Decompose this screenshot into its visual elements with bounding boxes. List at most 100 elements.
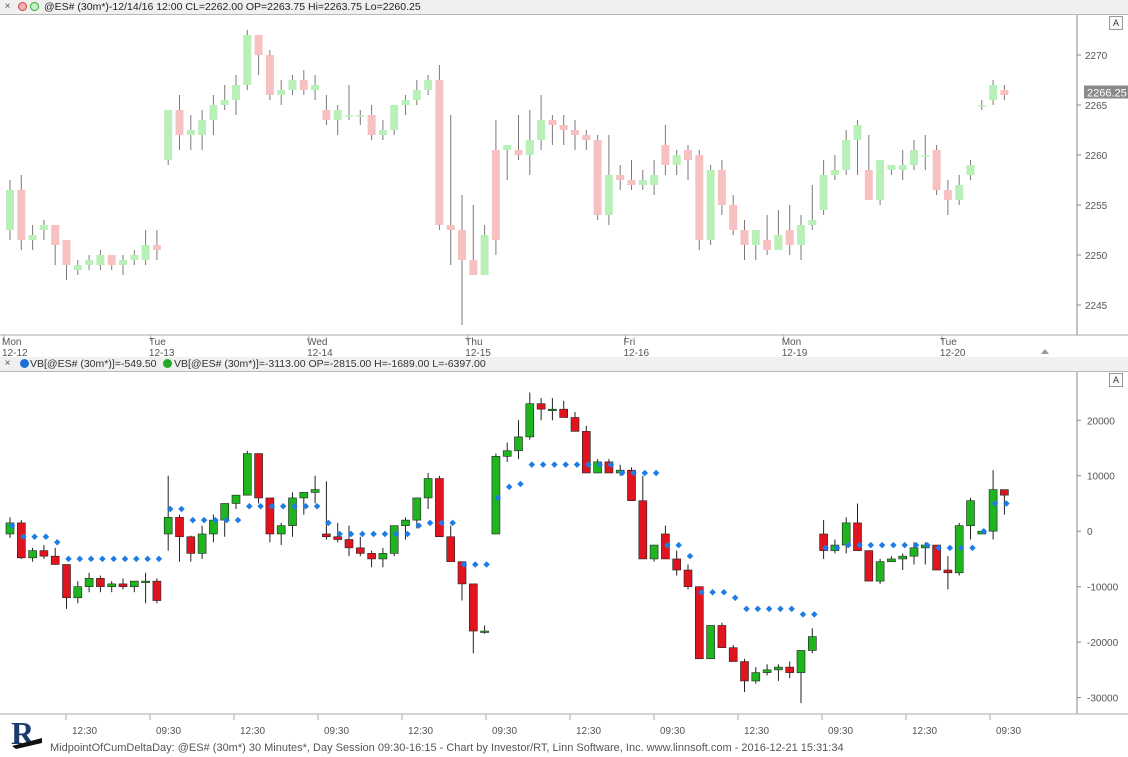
up-candle bbox=[232, 85, 240, 100]
x-tick-label: 09:30 bbox=[156, 726, 181, 737]
up-candle bbox=[480, 630, 489, 633]
midpoint-dot bbox=[246, 502, 253, 510]
up-candle bbox=[333, 110, 342, 120]
up-candle bbox=[966, 165, 975, 175]
down-candle bbox=[62, 240, 71, 265]
midpoint-dot bbox=[121, 555, 129, 563]
x-tick-label: 09:30 bbox=[660, 726, 685, 737]
down-candle bbox=[740, 230, 749, 245]
midpoint-dot bbox=[957, 544, 965, 552]
down-candle bbox=[571, 130, 579, 135]
down-candle bbox=[1000, 90, 1009, 95]
midpoint-dot bbox=[302, 502, 310, 510]
price-chart[interactable]: 224522502255226022652270Mon12-12Tue12-13… bbox=[0, 15, 1128, 357]
price-pane-header: × @ES# (30m*)-12/14/16 12:00 CL=2262.00 … bbox=[0, 0, 1128, 15]
midpoint-dot bbox=[573, 461, 581, 468]
midpoint-dot bbox=[472, 561, 479, 568]
x-tick-day-label: Mon bbox=[2, 337, 21, 348]
y-tick-label: 2255 bbox=[1085, 201, 1108, 212]
down-candle bbox=[457, 561, 467, 585]
down-candle bbox=[107, 255, 116, 265]
x-tick-date-label: 12-19 bbox=[782, 348, 808, 357]
up-candle bbox=[797, 225, 805, 245]
down-candle bbox=[932, 150, 941, 190]
up-candle bbox=[977, 105, 986, 107]
midpoint-dot bbox=[65, 555, 72, 563]
chart-footer: MidpointOfCumDeltaDay: @ES# (30m*) 30 Mi… bbox=[50, 742, 844, 754]
up-candle bbox=[604, 175, 613, 215]
up-candle bbox=[751, 230, 760, 245]
delta-chart[interactable]: 20000 10000 0 -10000 -20000 -30000 12:30 09:30 1… bbox=[0, 372, 1128, 755]
price-autoscale-button[interactable]: A bbox=[1109, 16, 1123, 30]
down-candle bbox=[684, 150, 692, 160]
midpoint-dot bbox=[743, 605, 750, 613]
delta-autoscale-button[interactable]: A bbox=[1109, 373, 1123, 387]
delta-pane-header: × VB[@ES# (30m*)]=-549.50 VB[@ES# (30m*)… bbox=[0, 357, 1128, 372]
up-candle bbox=[649, 544, 659, 560]
up-candle bbox=[830, 170, 839, 175]
up-candle bbox=[107, 583, 116, 587]
up-candle bbox=[401, 100, 410, 105]
up-candle bbox=[480, 235, 489, 275]
up-candle bbox=[989, 85, 998, 100]
up-candle bbox=[808, 220, 817, 225]
midpoint-dot bbox=[799, 611, 807, 618]
up-candle bbox=[525, 403, 535, 438]
green-series-dot-icon bbox=[163, 359, 172, 368]
up-candle bbox=[638, 180, 647, 185]
midpoint-dot bbox=[562, 461, 569, 468]
down-candle bbox=[864, 170, 873, 200]
down-candle bbox=[344, 539, 354, 549]
midpoint-dot bbox=[630, 469, 637, 477]
midpoint-dot bbox=[675, 541, 682, 549]
midpoint-dot bbox=[449, 519, 456, 527]
midpoint-dot bbox=[709, 588, 716, 596]
up-candle bbox=[186, 130, 195, 135]
up-candle bbox=[220, 503, 229, 521]
down-candle bbox=[683, 569, 693, 587]
down-candle bbox=[118, 583, 128, 587]
up-candle bbox=[909, 547, 919, 557]
up-candle bbox=[141, 580, 150, 583]
up-candle bbox=[28, 550, 37, 559]
down-candle bbox=[694, 586, 704, 660]
down-candle bbox=[853, 522, 862, 551]
y-tick-label: 10000 bbox=[1087, 472, 1115, 483]
down-candle bbox=[581, 431, 591, 474]
x-tick-label: 09:30 bbox=[996, 726, 1021, 737]
down-candle bbox=[717, 170, 726, 205]
midpoint-dot bbox=[110, 555, 117, 563]
down-candle bbox=[458, 230, 466, 260]
x-tick-date-label: 12-16 bbox=[624, 348, 650, 357]
up-candle bbox=[389, 525, 399, 554]
up-candle bbox=[39, 225, 48, 230]
down-candle bbox=[322, 110, 331, 120]
down-candle bbox=[548, 120, 557, 125]
down-candle bbox=[51, 225, 60, 245]
up-candle bbox=[299, 492, 309, 499]
midpoint-dot bbox=[347, 530, 355, 538]
down-candle bbox=[559, 408, 569, 418]
up-candle bbox=[807, 636, 817, 651]
x-tick-label: 09:30 bbox=[324, 726, 349, 737]
down-candle bbox=[175, 517, 184, 538]
midpoint-dot bbox=[811, 611, 818, 618]
close-pane-icon[interactable]: × bbox=[4, 1, 11, 12]
midpoint-dot bbox=[596, 461, 603, 468]
up-candle bbox=[706, 625, 715, 660]
down-candle bbox=[932, 544, 941, 571]
up-candle bbox=[774, 666, 783, 671]
up-candle bbox=[525, 140, 534, 155]
up-candle bbox=[6, 190, 14, 230]
down-candle bbox=[514, 150, 523, 155]
down-candle bbox=[616, 175, 625, 180]
midpoint-dot bbox=[76, 555, 84, 563]
midpoint-dot bbox=[53, 539, 61, 546]
up-candle bbox=[898, 555, 908, 560]
down-candle bbox=[717, 625, 727, 648]
close-pane-icon[interactable]: × bbox=[4, 358, 11, 369]
up-candle bbox=[141, 245, 150, 260]
midpoint-dot bbox=[652, 469, 660, 477]
midpoint-dot bbox=[166, 505, 174, 513]
midpoint-dot bbox=[822, 544, 829, 552]
